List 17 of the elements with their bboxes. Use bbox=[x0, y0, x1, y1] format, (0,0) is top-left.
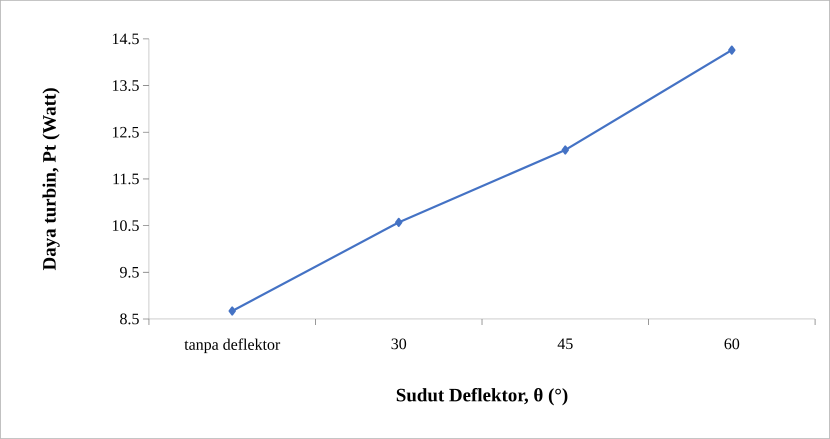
y-tick-label: 13.5 bbox=[112, 80, 139, 92]
x-tick-label: 30 bbox=[392, 338, 406, 350]
y-tick-label: 9.5 bbox=[120, 266, 139, 278]
x-tick-label: 45 bbox=[558, 338, 573, 350]
point bbox=[728, 46, 736, 55]
y-tick-label: 14.5 bbox=[112, 34, 139, 44]
y-tick-label: 11.5 bbox=[114, 174, 139, 184]
point bbox=[395, 218, 402, 227]
y-tick-label: 8.5 bbox=[120, 314, 139, 324]
y-tick-label: 10.5 bbox=[112, 220, 139, 232]
point bbox=[228, 306, 236, 316]
y-axis-title: Daya turbin, Pt (Watt) bbox=[42, 88, 60, 270]
x-tick-label: tanpa deflektor bbox=[184, 338, 280, 354]
y-tick-label: 12.5 bbox=[112, 126, 139, 138]
x-tick-label: 60 bbox=[724, 338, 740, 350]
point bbox=[562, 145, 569, 155]
x-axis-title: Sudut Deflektor, θ (°) bbox=[396, 388, 568, 406]
